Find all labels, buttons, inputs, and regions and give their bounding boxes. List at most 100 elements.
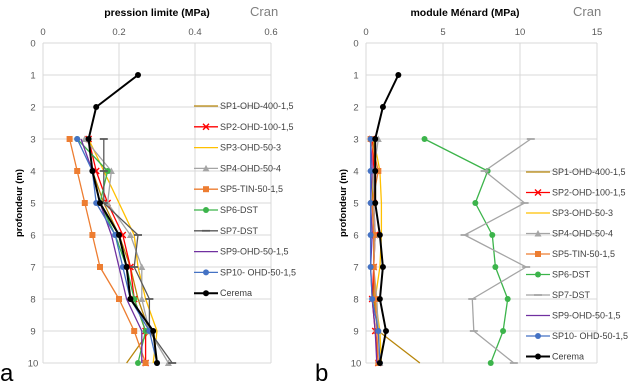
data-point xyxy=(135,360,141,366)
data-point xyxy=(372,136,379,142)
data-point xyxy=(93,104,100,110)
legend-swatch-marker xyxy=(535,271,541,278)
y-tick-label: 2 xyxy=(30,103,35,114)
data-point xyxy=(472,200,479,206)
data-point xyxy=(376,296,383,302)
series-line xyxy=(76,138,147,364)
legend-entry: SP1-OHD-400-1,5 xyxy=(194,101,294,111)
series-line xyxy=(369,138,379,364)
data-point xyxy=(421,136,428,142)
panel-label: b xyxy=(315,360,328,386)
data-point xyxy=(74,136,81,142)
legend-label: SP7-DST xyxy=(220,226,259,236)
y-tick-label: 0 xyxy=(353,39,358,50)
data-point xyxy=(489,232,496,238)
y-tick-label: 9 xyxy=(30,327,35,338)
legend-label: SP6-DST xyxy=(220,205,259,215)
y-tick-label: 8 xyxy=(353,295,358,306)
legend-entry: SP10- OHD-50-1,5 xyxy=(194,267,296,277)
panel-a-pression-limite: 0 0.2 0.4 0.6 0 1 2 3 4 5 6 7 8 9 10 pression limite (M… xyxy=(0,4,296,386)
legend-swatch-marker xyxy=(202,123,210,131)
legend-label: SP2-OHD-100-1,5 xyxy=(552,188,626,198)
y-tick-label: 5 xyxy=(353,199,358,210)
y-tick-label: 4 xyxy=(353,167,358,178)
data-point xyxy=(367,232,374,238)
y-tick-label: 3 xyxy=(353,135,358,146)
legend-swatch-marker xyxy=(203,186,209,193)
data-point xyxy=(81,200,88,206)
y-tick-label: 3 xyxy=(30,135,35,146)
legend-label: SP5-TIN-50-1,5 xyxy=(552,249,615,259)
legend-entry: SP10- OHD-50-1,5 xyxy=(526,331,628,341)
data-point xyxy=(375,328,382,334)
data-point xyxy=(372,200,379,206)
series-line xyxy=(374,74,400,364)
data-point xyxy=(504,296,511,302)
data-point xyxy=(367,200,374,206)
legend-label: SP9-OHD-50-1,5 xyxy=(220,247,289,257)
legend-entry: SP6-DST xyxy=(526,270,591,280)
data-point xyxy=(375,168,382,174)
corner-label: Cran xyxy=(250,4,278,19)
data-point xyxy=(395,72,402,78)
data-point xyxy=(372,296,379,302)
data-point xyxy=(487,360,494,366)
data-point xyxy=(138,295,146,302)
legend-label: SP5-TIN-50-1,5 xyxy=(220,184,283,194)
legend-entry: SP3-OHD-50-3 xyxy=(526,208,613,218)
legend-entry: SP7-DST xyxy=(526,290,591,300)
data-point xyxy=(74,168,81,174)
corner-label: Cran xyxy=(573,4,601,19)
data-point xyxy=(97,200,103,206)
legend: SP1-OHD-400-1,5 SP2-OHD-100-1,5 SP3-OHD-50… xyxy=(194,101,296,298)
legend-label: Cerema xyxy=(552,352,584,362)
legend-swatch-marker xyxy=(535,333,541,339)
data-point xyxy=(123,264,130,270)
legend-swatch-marker xyxy=(203,207,209,213)
data-point xyxy=(142,360,149,366)
y-tick-label: 6 xyxy=(353,231,358,242)
series-cerema xyxy=(85,72,160,366)
data-point xyxy=(135,72,141,78)
data-point xyxy=(367,168,374,174)
data-point xyxy=(376,232,383,238)
legend-swatch-marker xyxy=(535,251,541,257)
data-point xyxy=(379,104,386,110)
panel-label: a xyxy=(0,360,14,386)
data-point xyxy=(150,328,157,334)
data-point xyxy=(131,328,138,334)
legend-entry: Cerema xyxy=(194,288,252,298)
data-point xyxy=(492,264,499,270)
y-tick-label: 0 xyxy=(30,39,35,50)
legend-label: SP2-OHD-100-1,5 xyxy=(220,122,294,132)
y-tick-label: 9 xyxy=(353,327,358,338)
data-point xyxy=(383,328,390,334)
series-sp7-dst xyxy=(460,138,535,364)
data-point xyxy=(370,264,377,270)
data-point xyxy=(116,232,122,238)
series-sp9-ohd-50-1-5 xyxy=(369,138,378,364)
legend-swatch-marker xyxy=(203,269,209,276)
y-tick-label: 6 xyxy=(30,231,35,242)
legend-label: SP9-OHD-50-1,5 xyxy=(552,311,621,321)
y-tick-label: 7 xyxy=(30,263,35,274)
y-tick-label: 10 xyxy=(28,359,39,370)
legend-label: SP7-DST xyxy=(552,290,591,300)
legend-label: SP4-OHD-50-4 xyxy=(220,163,281,173)
legend-entry: SP7-DST xyxy=(194,226,259,236)
x-tick-label: 10 xyxy=(515,27,526,38)
legend-entry: SP2-OHD-100-1,5 xyxy=(526,188,626,198)
x-tick-label: 0 xyxy=(363,27,368,38)
series-sp6-dst xyxy=(421,136,511,366)
legend-swatch-marker xyxy=(202,164,210,172)
x-tick-label: 0 xyxy=(40,27,45,38)
legend-label: SP6-DST xyxy=(552,270,591,280)
x-tick-label: 0.6 xyxy=(264,27,277,38)
series-sp5-tin-50-1-5 xyxy=(66,136,149,366)
data-point xyxy=(500,328,507,334)
series-cerema xyxy=(372,72,402,366)
series-line xyxy=(68,138,147,364)
panel-b-module-menard: 0 5 10 15 0 1 2 3 4 5 6 7 8 9 10 module Ménard (MPa) Cra… xyxy=(315,4,628,386)
data-point xyxy=(376,360,383,366)
